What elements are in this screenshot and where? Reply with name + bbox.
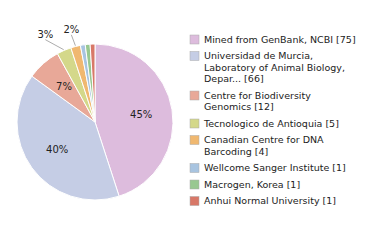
slice — [85, 44, 95, 122]
slice — [80, 45, 95, 122]
legend-line: Macrogen, Korea [1] — [204, 179, 300, 190]
legend-line: Depar... [66] — [204, 73, 264, 84]
legend-entry: Wellcome Sanger Institute [1] — [204, 162, 346, 173]
data-labels: 45% 40% 7% 2% 3% — [37, 24, 152, 155]
legend-line: Wellcome Sanger Institute [1] — [204, 162, 346, 173]
legend-swatch — [190, 180, 199, 189]
data-label: 40% — [46, 144, 68, 155]
slice — [90, 44, 95, 122]
legend-entry: Universidad de Murcia,Laboratory of Anim… — [204, 50, 345, 84]
legend-swatch — [190, 52, 199, 61]
data-label: 3% — [37, 29, 53, 40]
legend-swatch — [190, 136, 199, 145]
legend-entry: Mined from GenBank, NCBI [75] — [204, 34, 356, 45]
legend-entry: Canadian Centre for DNABarcoding [4] — [204, 134, 324, 157]
legend-line: Laboratory of Animal Biology, — [204, 62, 345, 73]
leader-line — [45, 40, 63, 50]
legend-swatch — [190, 119, 199, 128]
legend-line: Centre for Biodiversity — [204, 90, 311, 101]
legend-line: Mined from GenBank, NCBI [75] — [204, 34, 356, 45]
legend-line: Barcoding [4] — [204, 146, 268, 157]
legend-swatch — [190, 164, 199, 173]
legend-swatch — [190, 91, 199, 100]
data-label: 45% — [130, 109, 152, 120]
legend: Mined from GenBank, NCBI [75] Universidad… — [190, 34, 356, 207]
legend-line: Anhui Normal University [1] — [204, 195, 336, 206]
legend-entry: Centre for BiodiversityGenomics [12] — [204, 90, 311, 113]
legend-line: Universidad de Murcia, — [204, 50, 313, 61]
data-label: 2% — [63, 24, 79, 35]
slices — [17, 44, 173, 200]
legend-line: Canadian Centre for DNA — [204, 134, 324, 145]
leader-line — [71, 35, 75, 46]
legend-entry: Anhui Normal University [1] — [204, 195, 336, 206]
legend-entry: Macrogen, Korea [1] — [204, 179, 300, 190]
legend-line: Tecnologico de Antioquia [5] — [203, 118, 339, 129]
legend-line: Genomics [12] — [204, 101, 274, 112]
data-label: 7% — [56, 81, 72, 92]
legend-swatch — [190, 35, 199, 44]
legend-swatch — [190, 197, 199, 206]
legend-entry: Tecnologico de Antioquia [5] — [203, 118, 339, 129]
chart: 45% 40% 7% 2% 3% Mined from GenBank, NCBI [75… — [0, 0, 380, 240]
